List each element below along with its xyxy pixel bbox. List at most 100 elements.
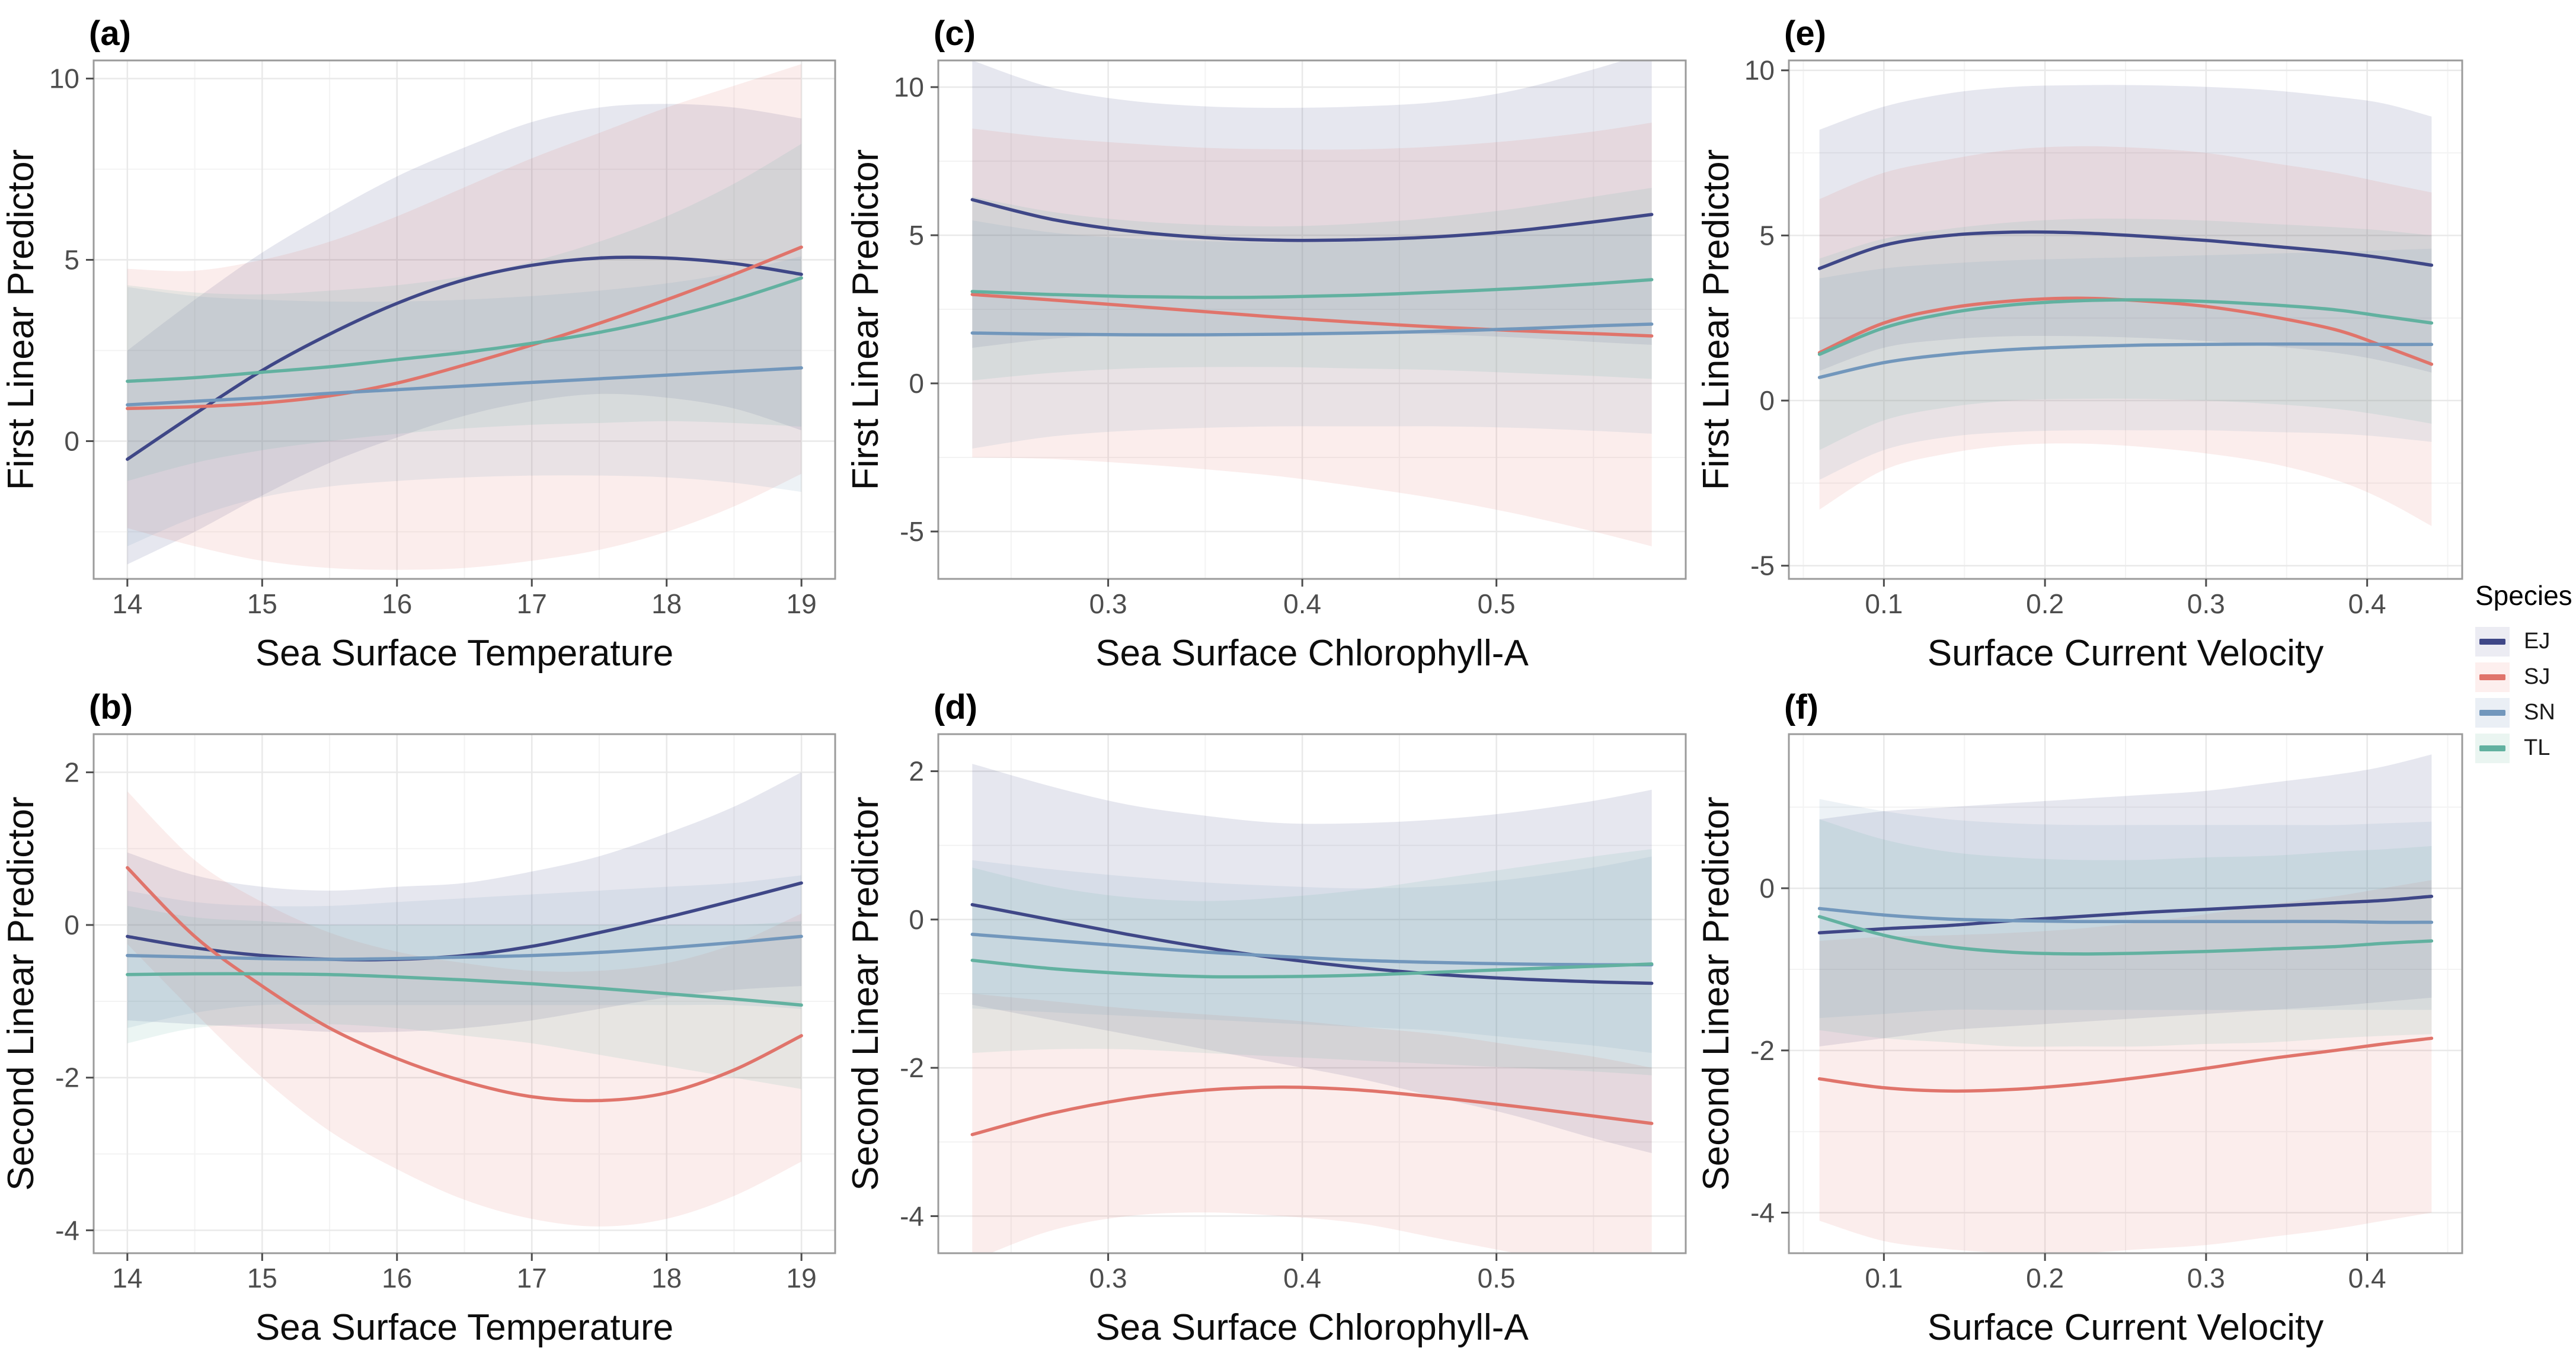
plot-wrap-e: 0.1 0.2 0.3 0.4 -5 0 5 10 Surface Current Veloc… — [1695, 52, 2472, 674]
legend-key-sj-icon — [2475, 662, 2510, 692]
plot-wrap-f: 0.1 0.2 0.3 0.4 -4 -2 0 Surface Current Veloci… — [1695, 726, 2472, 1348]
panel-tag-d: (d) — [934, 688, 978, 726]
svg-text:0: 0 — [64, 910, 79, 940]
svg-text:0: 0 — [64, 425, 79, 456]
panel-tag-c: (c) — [934, 14, 976, 53]
svg-text:-5: -5 — [1750, 550, 1775, 581]
svg-text:10: 10 — [49, 63, 79, 94]
plot-wrap-d: 0.3 0.4 0.5 -4 -2 0 2 Sea Surface Chlorophyll-… — [845, 726, 1695, 1348]
svg-text:16: 16 — [382, 588, 412, 619]
y-axis-title-d: Second Linear Predictor — [845, 796, 886, 1190]
svg-text:2: 2 — [909, 756, 924, 787]
svg-text:0: 0 — [909, 368, 924, 399]
svg-text:0.1: 0.1 — [1865, 1263, 1903, 1293]
svg-text:17: 17 — [517, 1263, 547, 1293]
plot-wrap-c: 0.3 0.4 0.5 -5 0 5 10 Sea Surface Chlorophyll-… — [845, 52, 1695, 674]
svg-text:18: 18 — [651, 588, 682, 619]
panel-tag-a: (a) — [89, 14, 131, 53]
svg-text:15: 15 — [247, 588, 277, 619]
svg-text:17: 17 — [517, 588, 547, 619]
svg-text:-2: -2 — [1750, 1035, 1775, 1066]
svg-text:-5: -5 — [900, 516, 924, 547]
species-legend: Species EJ SJ SN TL — [2472, 0, 2576, 1348]
plot-wrap-b: 14 15 16 17 18 19 -4 -2 0 2 Sea Surface Temperatu… — [0, 726, 845, 1348]
plot-area-f: 0.1 0.2 0.3 0.4 -4 -2 0 Surface Current Veloci… — [1696, 733, 2463, 1348]
panel-b: (b) 14 15 16 17 18 19 -4 -2 0 2 Sea Surface Tempe… — [0, 674, 845, 1348]
svg-text:19: 19 — [787, 1263, 817, 1293]
svg-text:0.4: 0.4 — [1283, 588, 1321, 619]
panel-c: (c) 0.3 0.4 0.5 -5 0 5 10 Sea Surface Chloroph… — [845, 0, 1695, 674]
panel-e: (e) 0.1 0.2 0.3 0.4 -5 0 5 10 Surface Current V… — [1695, 0, 2472, 674]
svg-text:-4: -4 — [1750, 1197, 1775, 1228]
plot-area-d: 0.3 0.4 0.5 -4 -2 0 2 Sea Surface Chlorophyll-… — [845, 733, 1687, 1348]
x-axis-title-a: Sea Surface Temperature — [255, 633, 673, 674]
legend-title: Species — [2475, 579, 2572, 611]
svg-text:0.3: 0.3 — [2187, 1263, 2225, 1293]
svg-text:5: 5 — [1759, 220, 1775, 251]
svg-text:0.3: 0.3 — [1089, 1263, 1127, 1293]
svg-text:16: 16 — [382, 1263, 412, 1293]
y-axis-title-c: First Linear Predictor — [845, 149, 886, 490]
legend-label-ej: EJ — [2524, 629, 2551, 654]
legend-key-ej-icon — [2475, 626, 2510, 657]
x-axis-title-e: Surface Current Velocity — [1928, 633, 2324, 674]
y-axis-title-a: First Linear Predictor — [1, 149, 41, 490]
svg-text:0.4: 0.4 — [2348, 588, 2386, 619]
legend-item-ej: EJ — [2475, 626, 2551, 657]
legend-key-sj-line-icon — [2479, 674, 2505, 680]
svg-text:0.3: 0.3 — [1089, 588, 1127, 619]
panel-f: (f) 0.1 0.2 0.3 0.4 -4 -2 0 Surface Current Ve… — [1695, 674, 2472, 1348]
svg-text:10: 10 — [894, 72, 924, 103]
svg-text:5: 5 — [64, 245, 79, 276]
svg-text:14: 14 — [112, 588, 142, 619]
legend-item-sj: SJ — [2475, 662, 2550, 692]
svg-text:-4: -4 — [900, 1200, 924, 1231]
plot-area-c: 0.3 0.4 0.5 -5 0 5 10 Sea Surface Chlorophyll-… — [845, 59, 1687, 674]
legend-label-tl: TL — [2524, 735, 2551, 760]
plot-area-a: 14 15 16 17 18 19 0 5 10 Sea Surface Temperature… — [1, 59, 836, 674]
panel-a: (a) 14 15 16 17 18 19 0 5 10 Sea Surface Tempera… — [0, 0, 845, 674]
legend-item-tl: TL — [2475, 733, 2551, 763]
plot-area-e: 0.1 0.2 0.3 0.4 -5 0 5 10 Surface Current Veloc… — [1696, 55, 2463, 674]
svg-text:0.5: 0.5 — [1478, 588, 1516, 619]
plot-area-b: 14 15 16 17 18 19 -4 -2 0 2 Sea Surface Temperatu… — [1, 733, 836, 1348]
svg-text:0.5: 0.5 — [1478, 1263, 1516, 1293]
legend-key-sn-icon — [2475, 697, 2510, 728]
svg-text:-2: -2 — [900, 1052, 924, 1083]
panel-tag-b: (b) — [89, 688, 133, 726]
svg-text:-4: -4 — [55, 1215, 79, 1245]
legend-key-ej-line-icon — [2479, 638, 2505, 645]
legend-key-sn-line-icon — [2479, 709, 2505, 716]
plot-wrap-a: 14 15 16 17 18 19 0 5 10 Sea Surface Temperature… — [0, 52, 845, 674]
svg-text:2: 2 — [64, 757, 79, 787]
svg-text:10: 10 — [1744, 55, 1775, 86]
svg-text:0.1: 0.1 — [1865, 588, 1903, 619]
svg-text:0: 0 — [909, 904, 924, 935]
x-axis-title-d: Sea Surface Chlorophyll-A — [1095, 1307, 1529, 1348]
svg-text:19: 19 — [787, 588, 817, 619]
svg-text:-2: -2 — [55, 1062, 79, 1093]
svg-text:5: 5 — [909, 220, 924, 251]
legend-item-sn: SN — [2475, 697, 2555, 728]
x-axis-title-f: Surface Current Velocity — [1928, 1307, 2324, 1348]
x-axis-title-c: Sea Surface Chlorophyll-A — [1095, 633, 1529, 674]
panel-tag-f: (f) — [1784, 688, 1818, 726]
svg-text:0: 0 — [1759, 385, 1775, 416]
panel-d: (d) 0.3 0.4 0.5 -4 -2 0 2 Sea Surface Chloroph… — [845, 674, 1695, 1348]
y-axis-title-f: Second Linear Predictor — [1696, 796, 1737, 1190]
legend-label-sn: SN — [2524, 700, 2555, 725]
svg-text:15: 15 — [247, 1263, 277, 1293]
svg-text:18: 18 — [651, 1263, 682, 1293]
svg-text:0: 0 — [1759, 873, 1775, 904]
svg-text:0.4: 0.4 — [2348, 1263, 2386, 1293]
svg-text:14: 14 — [112, 1263, 142, 1293]
svg-text:0.4: 0.4 — [1283, 1263, 1321, 1293]
panel-tag-e: (e) — [1784, 14, 1826, 53]
legend-key-tl-line-icon — [2479, 745, 2505, 751]
svg-text:0.3: 0.3 — [2187, 588, 2225, 619]
legend-label-sj: SJ — [2524, 664, 2551, 689]
x-axis-title-b: Sea Surface Temperature — [255, 1307, 673, 1348]
legend-key-tl-icon — [2475, 733, 2510, 763]
y-axis-title-b: Second Linear Predictor — [1, 796, 41, 1190]
